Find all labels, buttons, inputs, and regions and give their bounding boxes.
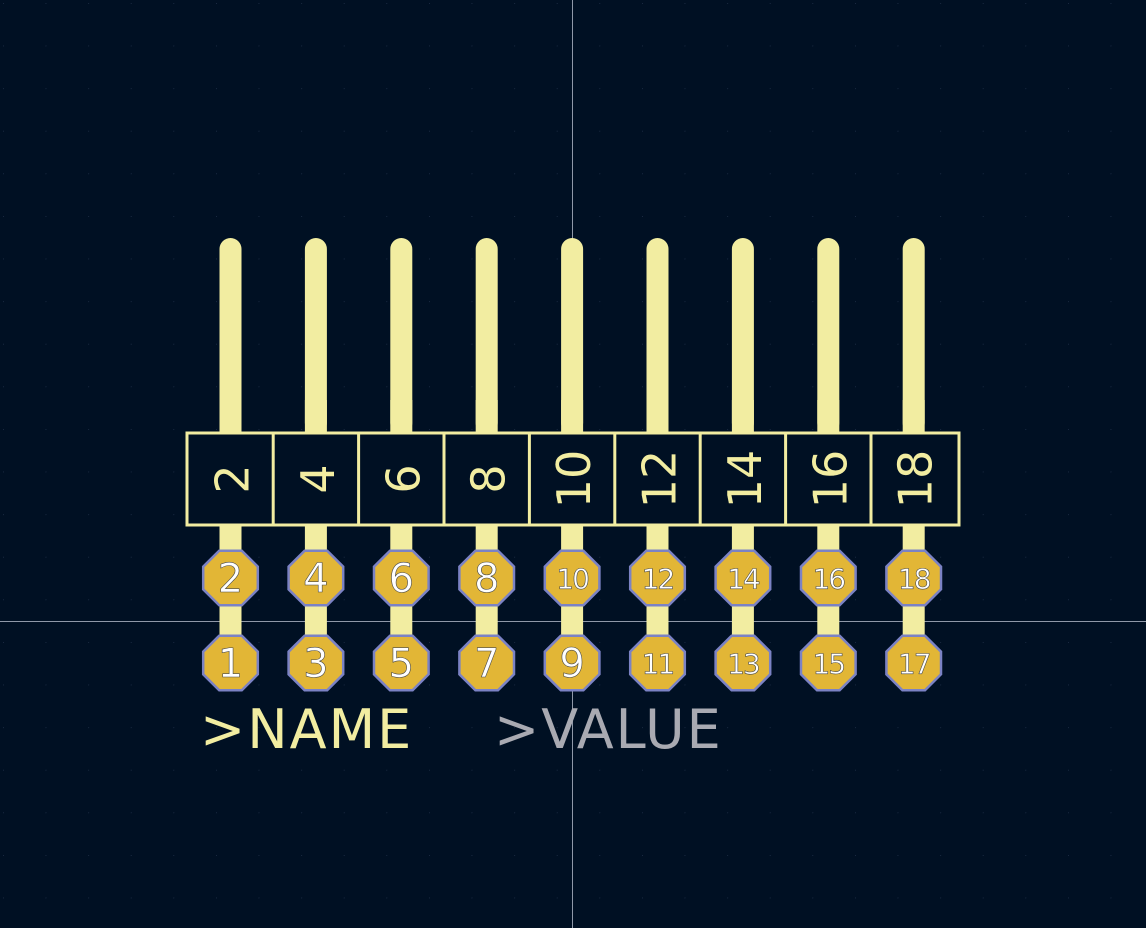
octagon-pad-icon <box>201 549 260 607</box>
pin-leg <box>902 238 925 434</box>
pad[interactable]: 13 <box>714 634 772 692</box>
pad-number: 11 <box>642 648 674 681</box>
pad[interactable]: 17 <box>885 634 943 692</box>
body-labels: 2 4 6 8 10 12 14 16 18 <box>206 433 943 525</box>
name-label[interactable]: >NAME <box>200 698 413 761</box>
pad-number: 1 <box>218 641 243 687</box>
octagon-pad-icon <box>799 634 857 692</box>
octagon-pad-icon <box>372 634 430 692</box>
octagon-pad-icon <box>287 549 345 607</box>
body-pin-label: 10 <box>547 450 601 509</box>
octagon-pad-icon <box>372 549 430 607</box>
pin-leg-base <box>902 400 925 434</box>
body-pin-label: 18 <box>889 450 943 509</box>
pad-number: 6 <box>389 556 414 602</box>
octagon-pad-icon <box>543 549 601 607</box>
pin-leg <box>817 238 840 434</box>
connector-body <box>185 431 961 527</box>
pin-leg <box>304 238 327 434</box>
pin-leg <box>475 238 498 434</box>
pad[interactable]: 4 <box>287 549 345 607</box>
value-label[interactable]: >VALUE <box>494 698 723 761</box>
pad-number: 12 <box>642 563 674 596</box>
pin-leg-base <box>219 400 242 434</box>
pad-number: 13 <box>727 648 759 681</box>
octagon-pad-icon <box>799 549 857 607</box>
pad[interactable]: 10 <box>543 549 601 607</box>
pad-number: 14 <box>727 563 760 596</box>
pin-leg-base <box>646 400 669 434</box>
pads-top-row: 2 4 6 8 10 12 14 16 18 <box>201 549 943 607</box>
pad-number: 4 <box>303 556 328 602</box>
octagon-pad-icon <box>714 634 772 692</box>
body-pin-label: 16 <box>803 450 857 509</box>
octagon-pad-icon <box>885 634 943 692</box>
pads-bottom-row: 1 3 5 7 9 11 13 15 17 <box>201 634 943 692</box>
pad-number: 7 <box>474 641 499 687</box>
body-pin-label: 4 <box>291 464 345 493</box>
pin-leg-base <box>475 400 498 434</box>
pad-number: 3 <box>303 641 328 687</box>
octagon-pad-icon <box>458 634 516 692</box>
body-pin-label: 14 <box>718 450 772 509</box>
octagon-pad-icon <box>458 549 516 607</box>
octagon-pad-icon <box>885 549 943 607</box>
body-pin-label: 12 <box>633 450 687 509</box>
pad[interactable]: 5 <box>372 634 430 692</box>
pad[interactable]: 3 <box>287 634 345 692</box>
pin-leg <box>219 238 242 434</box>
pad-number: 18 <box>898 563 930 596</box>
pad[interactable]: 9 <box>543 634 601 692</box>
body-pin-label: 2 <box>206 464 260 493</box>
connector-body-outline <box>185 431 961 527</box>
pad-number: 9 <box>559 641 584 687</box>
pin-leg-base <box>390 400 413 434</box>
pad-number: 15 <box>812 648 844 681</box>
pad-number: 10 <box>556 563 588 596</box>
pad[interactable]: 6 <box>372 549 430 607</box>
pad[interactable]: 12 <box>628 549 687 607</box>
pad-number: 5 <box>389 641 414 687</box>
pin-leg <box>390 238 413 434</box>
pin-leg <box>731 238 754 434</box>
body-pin-label: 6 <box>376 464 430 493</box>
octagon-pad-icon <box>543 634 601 692</box>
pin-leg-base <box>304 400 327 434</box>
body-pin-label: 8 <box>462 464 516 493</box>
pad[interactable]: 2 <box>201 549 260 607</box>
pad[interactable]: 16 <box>799 549 857 607</box>
pin-leg-base <box>817 400 840 434</box>
pad[interactable]: 8 <box>458 549 516 607</box>
pad-number: 16 <box>812 563 845 596</box>
pin-leg-base <box>561 400 584 434</box>
pin-legs-top <box>219 238 925 434</box>
pad-number: 2 <box>218 556 243 602</box>
pad[interactable]: 11 <box>628 634 687 692</box>
pad[interactable]: 7 <box>458 634 516 692</box>
pad[interactable]: 14 <box>714 549 772 607</box>
pin-leg <box>561 238 584 434</box>
octagon-pad-icon <box>628 634 687 692</box>
pin-leg <box>646 238 669 434</box>
pad[interactable]: 18 <box>885 549 943 607</box>
octagon-pad-icon <box>628 549 687 607</box>
pad-number: 17 <box>898 648 930 681</box>
pad-number: 8 <box>474 556 499 602</box>
octagon-pad-icon <box>287 634 345 692</box>
octagon-pad-icon <box>201 634 260 692</box>
octagon-pad-icon <box>714 549 772 607</box>
pad[interactable]: 1 <box>201 634 260 692</box>
pin-leg-base <box>731 400 754 434</box>
pad[interactable]: 15 <box>799 634 857 692</box>
